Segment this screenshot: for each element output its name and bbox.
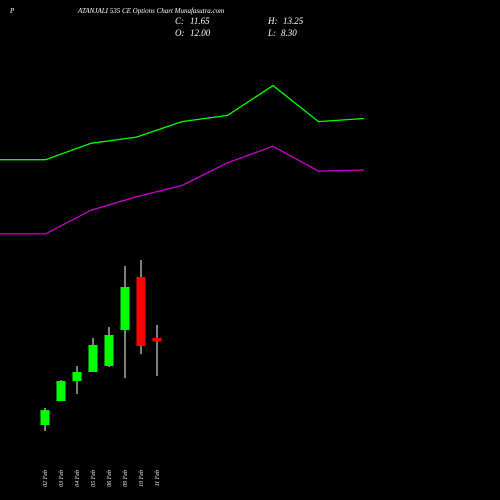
x-tick-label: 04 Feb — [74, 470, 81, 487]
candle-body — [104, 335, 114, 367]
x-tick-label: 05 Feb — [91, 470, 97, 487]
x-tick-label: 02 Feb — [43, 470, 49, 487]
summary-label: C: — [175, 16, 184, 26]
x-tick-label: 03 Feb — [59, 470, 65, 487]
summary-value: 11.65 — [190, 16, 210, 26]
summary-value: 13.25 — [283, 16, 304, 26]
line-series — [0, 84, 365, 161]
candle-body — [56, 381, 66, 402]
candle-body — [136, 277, 146, 347]
candle-body — [152, 337, 162, 342]
summary-label: H: — [267, 16, 278, 26]
chart-title: P — [9, 7, 15, 15]
x-tick-label: 11 Feb — [155, 470, 161, 486]
candle-body — [40, 410, 50, 426]
summary-value: 8.30 — [281, 28, 297, 38]
line-series — [0, 145, 365, 235]
x-tick-label: 10 Feb — [139, 470, 145, 487]
x-tick-label: 09 Feb — [123, 470, 129, 487]
chart-title: ATANJALI 535 CE Options Chart Munafasutr… — [77, 7, 224, 15]
summary-label: O: — [175, 28, 185, 38]
summary-label: L: — [267, 28, 276, 38]
candle-body — [88, 345, 98, 372]
x-tick-label: 06 Feb — [107, 470, 113, 487]
candle-body — [72, 371, 82, 382]
candle-body — [120, 287, 130, 331]
summary-value: 12.00 — [190, 28, 211, 38]
